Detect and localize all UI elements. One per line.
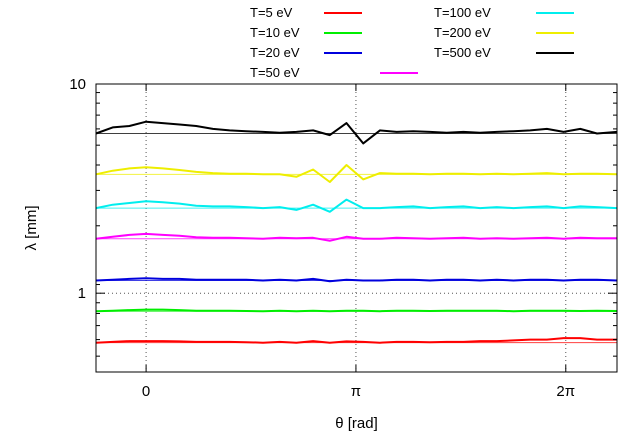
series-line xyxy=(95,164,618,183)
legend-label: T=500 eV xyxy=(434,45,491,60)
x-axis-label: θ [rad] xyxy=(335,415,378,432)
y-tick-label: 10 xyxy=(69,76,86,93)
legend-label: T=50 eV xyxy=(250,65,300,80)
legend-label: T=20 eV xyxy=(250,45,300,60)
y-axis-label: λ [mm] xyxy=(23,206,40,251)
series-line xyxy=(95,277,618,283)
series-line xyxy=(95,120,618,145)
legend-label: T=100 eV xyxy=(434,5,491,20)
ticks: 0 π 2π 1 10 xyxy=(69,76,617,400)
x-tick-label: 0 xyxy=(142,383,150,400)
grid xyxy=(96,84,617,372)
legend-label: T=5 eV xyxy=(250,5,293,20)
legend-label: T=200 eV xyxy=(434,25,491,40)
x-tick-label: 2π xyxy=(556,383,575,400)
y-tick-label: 1 xyxy=(78,285,86,302)
series-line xyxy=(95,198,618,213)
legend-label: T=10 eV xyxy=(250,25,300,40)
legend: T=5 eV T=10 eV T=20 eV T=50 eV T=100 eV T=200… xyxy=(250,5,574,80)
series-group xyxy=(95,120,618,344)
series-line xyxy=(95,337,617,344)
x-tick-label: π xyxy=(351,383,361,400)
series-line xyxy=(95,308,618,313)
series-line xyxy=(95,232,617,242)
plot-frame xyxy=(95,83,618,373)
